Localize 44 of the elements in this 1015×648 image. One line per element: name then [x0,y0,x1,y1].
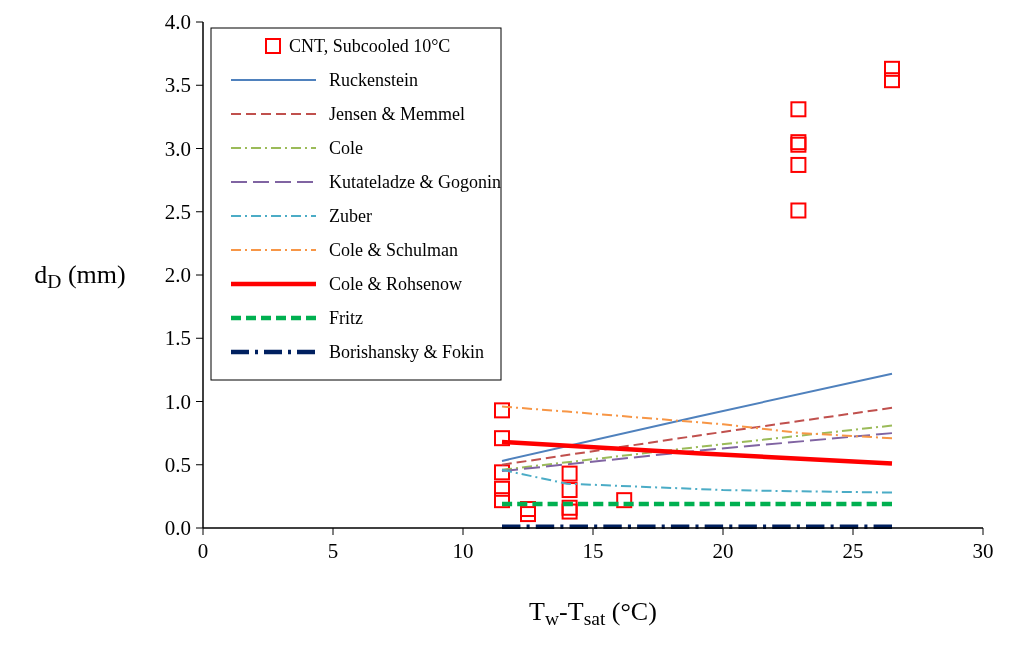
legend-label: Fritz [329,308,364,328]
point [494,464,510,481]
x-tick-label: 20 [712,539,734,563]
legend-label: Borishansky & Fokin [329,342,485,362]
x-tick-label: 25 [842,539,864,563]
legend-label: Cole [329,138,364,158]
legend-label: Ruckenstein [329,70,418,90]
x-tick-label: 15 [582,539,604,563]
legend-label: Cole & Rohsenow [329,274,462,294]
y-tick-label: 1.0 [164,389,191,414]
y-tick-label: 2.5 [164,199,191,224]
y-tick-label: 0.5 [164,452,191,477]
legend-label: Jensen & Memmel [329,104,465,124]
x-tick-label: 5 [327,539,339,563]
point [561,465,578,482]
x-tick-label: 0 [197,539,209,563]
x-tick-label: 30 [972,539,994,563]
legend-label: Cole & Schulman [329,240,458,260]
y-tick-label: 2.0 [164,263,191,287]
y-tick-label: 1.5 [164,326,191,351]
y-tick-label: 3.0 [164,136,191,161]
point [494,480,510,497]
y-axis-title: d$_{D}$ (mm) [34,260,126,292]
point [520,506,536,523]
point [884,60,900,77]
x-tick-label: 10 [452,539,474,563]
x-axis-title: T$_{w}$-T$_{sat}$ (°C) [529,597,657,629]
point [494,430,510,447]
point [494,402,510,419]
point [884,72,900,89]
legend-label: Zuber [329,206,372,226]
point [616,492,633,509]
point [790,202,807,219]
y-tick-label: 3.5 [164,73,191,98]
point [561,503,578,520]
point [790,156,807,173]
point [494,492,510,509]
point [790,101,807,118]
point [561,499,578,516]
y-tick-label: 4.0 [164,10,191,34]
legend-label: CNT, Subcooled 10°C [289,36,451,56]
point [561,482,578,499]
y-tick-label: 0.0 [164,516,191,540]
legend-label: Kutateladze & Gogonin [329,172,501,192]
